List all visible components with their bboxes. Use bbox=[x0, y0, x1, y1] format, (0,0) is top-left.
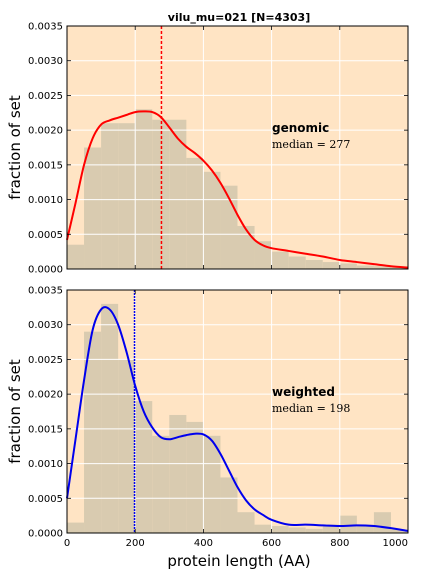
x-tick-label: 800 bbox=[330, 538, 349, 549]
histogram-bar bbox=[84, 147, 102, 269]
histogram-bar bbox=[186, 157, 204, 269]
histogram-bar bbox=[152, 119, 170, 269]
y-tick-label: 0.0030 bbox=[28, 56, 63, 67]
annotation-label: genomic bbox=[272, 121, 329, 135]
histogram-bar bbox=[152, 435, 170, 533]
histogram-bar bbox=[203, 171, 221, 269]
histogram-bar bbox=[373, 512, 391, 533]
histogram-bar bbox=[339, 515, 357, 533]
histogram-bar bbox=[186, 421, 204, 533]
histogram-bar bbox=[271, 251, 289, 269]
annotation-label: weighted bbox=[272, 385, 335, 399]
x-tick-label: 200 bbox=[126, 538, 145, 549]
y-tick-label: 0.0015 bbox=[28, 424, 63, 435]
histogram-bar bbox=[322, 524, 340, 533]
y-tick-label: 0.0030 bbox=[28, 320, 63, 331]
histogram-bar bbox=[169, 119, 187, 269]
y-axis-label: fraction of set bbox=[6, 359, 24, 464]
y-tick-label: 0.0025 bbox=[28, 91, 63, 102]
histogram-bar bbox=[373, 266, 391, 269]
x-tick-label: 600 bbox=[262, 538, 281, 549]
histogram-bar bbox=[67, 244, 85, 269]
x-axis-label: protein length (AA) bbox=[167, 552, 310, 570]
histogram-bar bbox=[305, 259, 323, 269]
y-tick-label: 0.0010 bbox=[28, 195, 63, 206]
histogram-bar bbox=[390, 529, 408, 533]
y-tick-label: 0.0000 bbox=[28, 529, 63, 540]
histogram-bar bbox=[220, 477, 238, 533]
y-tick-label: 0.0015 bbox=[28, 160, 63, 171]
kde-line-genomic bbox=[66, 110, 409, 269]
x-tick-label: 400 bbox=[194, 538, 213, 549]
histogram-bar bbox=[322, 262, 340, 269]
annotation-median: median = 277 bbox=[272, 138, 350, 151]
axes-frame bbox=[66, 289, 409, 534]
x-tick-label: 0 bbox=[64, 538, 70, 549]
y-tick-label: 0.0010 bbox=[28, 459, 63, 470]
y-tick-label: 0.0005 bbox=[28, 494, 63, 505]
histogram-bar bbox=[101, 123, 119, 269]
histogram-bar bbox=[356, 524, 374, 533]
kde-line-weighted bbox=[66, 306, 409, 532]
histogram-bar bbox=[254, 524, 272, 533]
figure-title: vilu_mu=021 [N=4303] bbox=[168, 11, 310, 24]
y-tick-label: 0.0035 bbox=[28, 286, 63, 297]
panel-weighted: 0.0000 0.0005 0.0010 0.0015 0.0020 0.0025 0.00… bbox=[6, 286, 409, 549]
y-tick-label: 0.0025 bbox=[28, 355, 63, 366]
histogram-bar bbox=[254, 241, 272, 269]
y-tick-label: 0.0020 bbox=[28, 390, 63, 401]
histogram-bar bbox=[135, 401, 153, 533]
histogram-bar bbox=[305, 528, 323, 533]
histogram-bar bbox=[288, 256, 306, 269]
histogram-bar bbox=[135, 109, 153, 269]
histogram-bar bbox=[203, 435, 221, 533]
y-tick-label: 0.0005 bbox=[28, 230, 63, 241]
y-tick-label: 0.0035 bbox=[28, 22, 63, 33]
axes-frame bbox=[66, 25, 409, 270]
histogram-bar bbox=[356, 265, 374, 269]
histogram-bar bbox=[339, 263, 357, 269]
histogram-bar bbox=[118, 359, 136, 533]
x-tick-label: 1000 bbox=[383, 538, 408, 549]
y-tick-label: 0.0020 bbox=[28, 126, 63, 137]
annotation-median: median = 198 bbox=[272, 402, 350, 415]
histogram-bar bbox=[118, 123, 136, 269]
panel-genomic: 0.0000 0.0005 0.0010 0.0015 0.0020 0.0025 0.00… bbox=[6, 22, 409, 276]
histogram-bar bbox=[288, 527, 306, 533]
histogram-bar bbox=[169, 414, 187, 533]
histogram-bar bbox=[271, 526, 289, 533]
histogram-bar bbox=[237, 225, 255, 269]
histogram-bar bbox=[390, 267, 408, 269]
y-tick-label: 0.0000 bbox=[28, 265, 63, 276]
y-axis-label: fraction of set bbox=[6, 95, 24, 200]
histogram-bar bbox=[237, 512, 255, 533]
histogram-bar bbox=[67, 522, 85, 533]
histogram-bar bbox=[84, 331, 102, 533]
histogram-bar bbox=[101, 303, 119, 533]
